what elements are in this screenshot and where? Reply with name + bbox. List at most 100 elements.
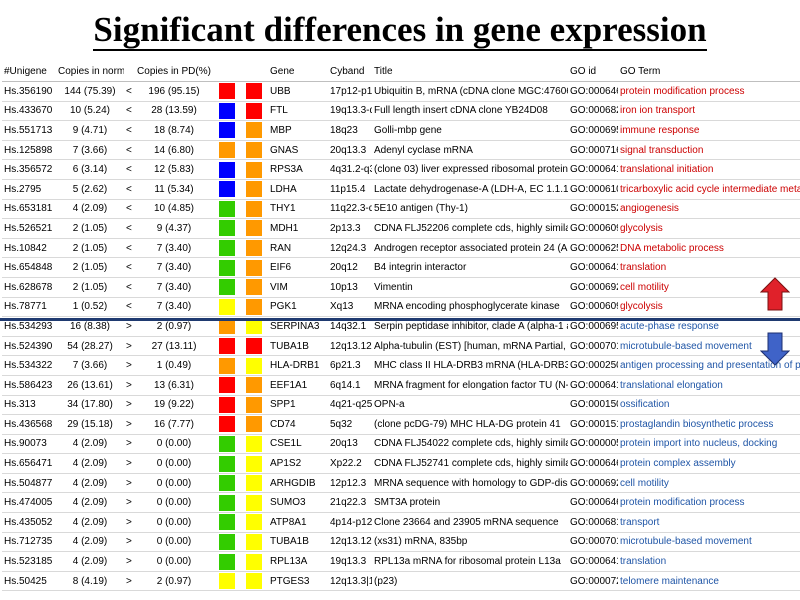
comparison-cell: < [124, 297, 134, 318]
gene-cell: EEF1A1 [268, 375, 328, 396]
gene-cell: CSE1L [268, 434, 328, 455]
go-term-cell: protein modification process [618, 81, 800, 102]
swatch-pd-cell [240, 120, 268, 141]
header-go-term: GO Term [618, 62, 800, 82]
color-swatch [219, 181, 235, 198]
go-id-cell: GO:0001525 [568, 199, 618, 220]
swatch-normal-cell [214, 571, 240, 592]
swatch-pd-cell [240, 277, 268, 298]
go-id-cell: GO:0006100 [568, 179, 618, 200]
copies-pd-cell: 7 (3.40) [134, 277, 214, 298]
title-cell: MRNA fragment for elongation factor TU (… [372, 375, 568, 396]
title-cell: OPN-a [372, 395, 568, 416]
color-swatch [246, 142, 262, 159]
copies-pd-cell: 0 (0.00) [134, 434, 214, 455]
cyband-cell: 20q12 [328, 257, 372, 278]
swatch-normal-cell [214, 277, 240, 298]
swatch-normal-cell [214, 453, 240, 474]
header-spacer [124, 62, 134, 82]
swatch-normal-cell [214, 473, 240, 494]
go-term-cell: microtubule-based movement [618, 336, 800, 357]
color-swatch [246, 396, 262, 413]
title-cell: MRNA sequence with homology to GDP-disso… [372, 473, 568, 494]
cyband-cell: 2p13.3 [328, 218, 372, 239]
swatch-normal-cell [214, 532, 240, 553]
title-cell: (clone pcDG-79) MHC HLA-DG protein 41 [372, 414, 568, 435]
table-header-row: #Unigene Copies in normal(%) Copies in P… [2, 62, 800, 82]
color-swatch [246, 435, 262, 452]
swatch-normal-cell [214, 492, 240, 514]
cyband-cell: 20q13.3 [328, 140, 372, 161]
table-row: Hs.356190 144 (75.39) <196 (95.15) UBB 17p12… [2, 81, 800, 102]
header-swatch-2 [240, 62, 268, 82]
unigene-cell: Hs.534293 [2, 316, 56, 337]
copies-normal-cell: 4 (2.09) [56, 492, 124, 514]
go-id-cell: GO:0006464 [568, 81, 618, 102]
cyband-cell: 10p13 [328, 277, 372, 298]
color-swatch [246, 475, 262, 492]
copies-pd-cell: 7 (3.40) [134, 297, 214, 318]
swatch-pd-cell [240, 238, 268, 259]
copies-normal-cell: 4 (2.09) [56, 551, 124, 572]
table-row: Hs.433670 10 (5.24) <28 (13.59) FTL 19q13.3-… [2, 101, 800, 122]
go-term-cell: protein complex assembly [618, 453, 800, 474]
go-term-cell: signal transduction [618, 140, 800, 161]
swatch-pd-cell [240, 434, 268, 455]
header-copies-normal: Copies in normal(%) [56, 62, 124, 82]
comparison-cell: > [124, 434, 134, 455]
go-id-cell: GO:0006464 [568, 492, 618, 514]
table-row: Hs.2795 5 (2.62) <11 (5.34) LDHA 11p15.4 Lact… [2, 179, 800, 200]
gene-expression-table: #Unigene Copies in normal(%) Copies in P… [2, 62, 800, 592]
go-term-cell: DNA metabolic process [618, 238, 800, 259]
swatch-pd-cell [240, 316, 268, 337]
gene-cell: UBB [268, 81, 328, 102]
color-swatch [219, 298, 235, 315]
copies-pd-cell: 2 (0.97) [134, 571, 214, 592]
title-cell: Full length insert cDNA clone YB24D08 [372, 101, 568, 122]
gene-cell: RPS3A [268, 159, 328, 180]
swatch-pd-cell [240, 336, 268, 357]
up-down-divider [0, 318, 800, 321]
comparison-cell: > [124, 532, 134, 553]
go-term-cell: translation [618, 551, 800, 572]
go-id-cell: GO:0006826 [568, 101, 618, 122]
title-cell: RPL13a mRNA for ribosomal protein L13a [372, 551, 568, 572]
title-cell: 5E10 antigen (Thy-1) [372, 199, 568, 220]
title-cell: CDNA FLJ52741 complete cds, highly simil… [372, 453, 568, 474]
copies-normal-cell: 16 (8.38) [56, 316, 124, 337]
slide-title: Significant differences in gene expressi… [93, 10, 707, 51]
copies-pd-cell: 13 (6.31) [134, 375, 214, 396]
color-swatch [246, 357, 262, 374]
cyband-cell: 21q22.3 [328, 492, 372, 514]
table-row: Hs.523185 4 (2.09) >0 (0.00) RPL13A 19q13.3 R… [2, 551, 800, 572]
go-term-cell: prostaglandin biosynthetic process [618, 414, 800, 435]
swatch-pd-cell [240, 532, 268, 553]
cyband-cell: 20q13 [328, 434, 372, 455]
cyband-cell: Xp22.2 [328, 453, 372, 474]
color-swatch [219, 161, 235, 178]
go-term-cell: translation [618, 257, 800, 278]
copies-normal-cell: 2 (1.05) [56, 277, 124, 298]
comparison-cell: > [124, 316, 134, 337]
table-row: Hs.435052 4 (2.09) >0 (0.00) ATP8A1 4p14-p12… [2, 512, 800, 533]
comparison-cell: > [124, 395, 134, 416]
go-term-cell: angiogenesis [618, 199, 800, 220]
swatch-normal-cell [214, 434, 240, 455]
copies-normal-cell: 9 (4.71) [56, 120, 124, 141]
title-cell: (p23) [372, 571, 568, 592]
gene-cell: FTL [268, 101, 328, 122]
color-swatch [219, 573, 235, 590]
copies-pd-cell: 9 (4.37) [134, 218, 214, 239]
unigene-cell: Hs.90073 [2, 434, 56, 455]
go-term-cell: cell motility [618, 277, 800, 298]
go-term-cell: immune response [618, 120, 800, 141]
swatch-normal-cell [214, 179, 240, 200]
copies-pd-cell: 14 (6.80) [134, 140, 214, 161]
cyband-cell: 11p15.4 [328, 179, 372, 200]
color-swatch [246, 259, 262, 276]
swatch-normal-cell [214, 355, 240, 376]
comparison-cell: < [124, 81, 134, 102]
unigene-cell: Hs.78771 [2, 297, 56, 318]
table-row: Hs.504877 4 (2.09) >0 (0.00) ARHGDIB 12p12.3… [2, 473, 800, 494]
